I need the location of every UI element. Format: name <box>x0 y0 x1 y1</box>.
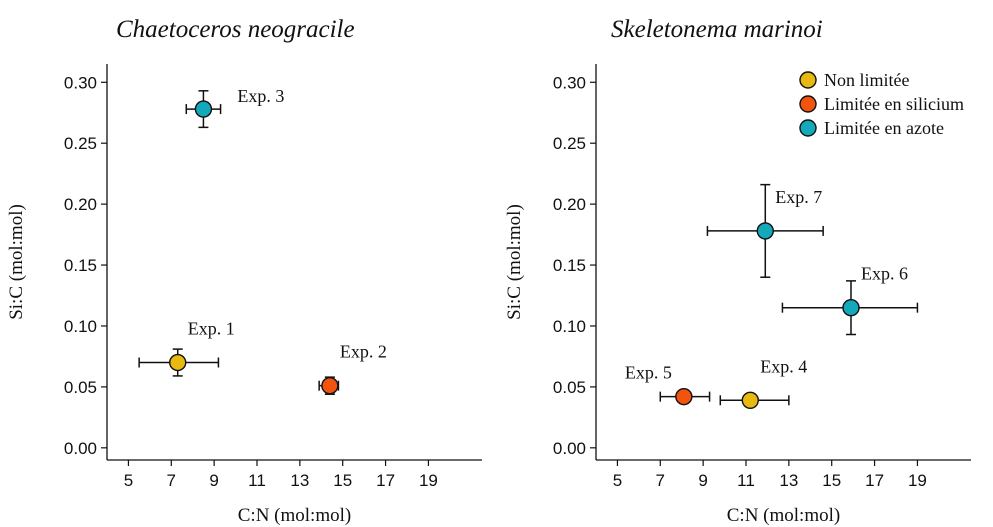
y-tick-label: 0.30 <box>553 73 586 92</box>
y-tick-label: 0.10 <box>64 317 97 336</box>
y-tick-label: 0.25 <box>553 134 586 153</box>
chart-title: Skeletonema marinoi <box>611 16 823 43</box>
data-point-group: Exp. 3 <box>185 86 284 129</box>
data-point-marker <box>842 298 860 317</box>
y-tick-label: 0.25 <box>64 134 97 153</box>
legend-label: Limitée en silicium <box>824 94 964 114</box>
x-tick-label: 9 <box>209 471 218 490</box>
data-point-group: Exp. 4 <box>719 356 807 409</box>
x-tick-label: 17 <box>865 471 884 490</box>
x-tick-label: 13 <box>779 471 798 490</box>
data-point-label: Exp. 5 <box>625 363 672 383</box>
y-tick-label: 0.30 <box>64 73 97 92</box>
x-tick-label: 7 <box>167 471 176 490</box>
y-axis-title: Si:C (mol:mol) <box>504 204 525 320</box>
legend-label: Limitée en azote <box>824 118 944 138</box>
x-tick-label: 5 <box>124 471 133 490</box>
x-tick-label: 11 <box>248 471 266 490</box>
x-tick-label: 19 <box>419 471 438 490</box>
data-point-label: Exp. 3 <box>237 86 284 106</box>
y-tick-label: 0.20 <box>553 195 586 214</box>
data-point-marker <box>321 376 339 395</box>
data-point-group: Exp. 5 <box>625 363 711 406</box>
x-tick-label: 5 <box>613 471 622 490</box>
data-point-marker <box>756 222 774 240</box>
data-point-marker <box>169 353 187 372</box>
y-tick-label: 0.05 <box>64 378 97 397</box>
data-point-group: Exp. 7 <box>706 183 824 278</box>
x-tick-label: 9 <box>698 471 707 490</box>
data-point-label: Exp. 7 <box>775 187 822 207</box>
data-point-group: Exp. 6 <box>781 264 919 336</box>
x-axis-title: C:N (mol:mol) <box>238 505 351 526</box>
legend-item: Limitée en azote <box>799 118 944 138</box>
legend-marker <box>799 71 817 89</box>
data-point-group: Exp. 2 <box>318 342 387 395</box>
legend-label: Non limitée <box>824 70 909 90</box>
y-tick-label: 0.15 <box>553 256 586 275</box>
y-tick-label: 0.00 <box>64 439 97 458</box>
legend: Non limitée Limitée en silicium Limitée en… <box>799 70 964 138</box>
x-tick-label: 13 <box>290 471 309 490</box>
legend-item: Non limitée <box>799 70 909 90</box>
data-point-marker <box>675 387 693 406</box>
data-point-marker <box>194 100 213 118</box>
x-axis-title: C:N (mol:mol) <box>727 505 840 526</box>
y-tick-label: 0.00 <box>553 439 586 458</box>
data-point-label: Exp. 1 <box>188 319 235 339</box>
x-tick-label: 7 <box>656 471 665 490</box>
data-point-group: Exp. 1 <box>138 319 235 377</box>
y-tick-label: 0.10 <box>553 317 586 336</box>
y-tick-label: 0.15 <box>64 256 97 275</box>
chart-title: Chaetoceros neogracile <box>116 16 355 43</box>
chart-panel-1: Chaetoceros neogracile 0.00 0.05 0.10 0.15 0.… <box>6 16 482 526</box>
legend-marker <box>799 95 817 113</box>
x-tick-label: 15 <box>333 471 352 490</box>
legend-item: Limitée en silicium <box>799 94 964 114</box>
x-tick-label: 15 <box>822 471 841 490</box>
data-point-label: Exp. 2 <box>340 342 387 362</box>
x-tick-label: 19 <box>908 471 927 490</box>
x-tick-label: 11 <box>737 471 755 490</box>
y-axis-title: Si:C (mol:mol) <box>6 204 27 320</box>
data-point-label: Exp. 4 <box>760 356 807 376</box>
data-point-label: Exp. 6 <box>861 264 908 284</box>
legend-marker <box>799 119 817 137</box>
y-tick-label: 0.05 <box>553 378 586 397</box>
y-tick-label: 0.20 <box>64 195 97 214</box>
data-point-marker <box>741 391 759 409</box>
chart-panel-2: Skeletonema marinoi 0.00 0.05 0.10 0.15 0.20 0… <box>504 16 971 526</box>
x-tick-label: 17 <box>376 471 395 490</box>
